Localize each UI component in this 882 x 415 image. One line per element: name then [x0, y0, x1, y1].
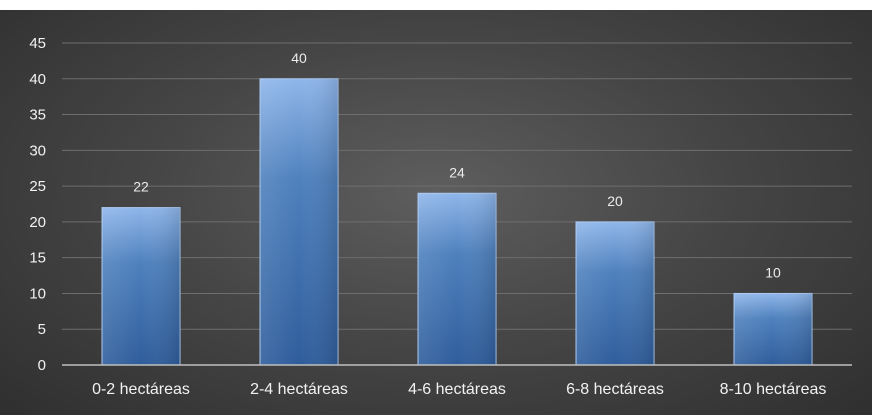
chart-area: 0 5 10 15 20 25 30 35 40 45 22 40 24 20 10 0-2 hectár… — [0, 10, 872, 415]
x-category-label: 0-2 hectáreas — [92, 381, 190, 398]
bar-shading — [418, 193, 496, 365]
y-tick-label: 30 — [29, 142, 46, 159]
gridlines — [62, 42, 852, 330]
x-category-label: 4-6 hectáreas — [408, 381, 506, 398]
y-tick-label: 40 — [29, 71, 46, 88]
data-label: 20 — [607, 193, 623, 209]
y-tick-label: 45 — [29, 35, 46, 52]
bar-shading — [576, 221, 654, 365]
data-label: 40 — [291, 50, 307, 66]
y-tick-label: 20 — [29, 214, 46, 231]
bar-shading — [260, 78, 338, 366]
y-tick-label: 35 — [29, 107, 46, 124]
data-labels: 22 40 24 20 10 — [133, 50, 781, 281]
bar-shading — [102, 207, 180, 365]
x-axis-labels: 0-2 hectáreas 2-4 hectáreas 4-6 hectáreas 6… — [92, 381, 826, 398]
bars — [101, 78, 813, 366]
data-label: 24 — [449, 164, 465, 180]
x-category-label: 6-8 hectáreas — [566, 381, 664, 398]
y-tick-label: 25 — [29, 178, 46, 195]
x-category-label: 2-4 hectáreas — [250, 381, 348, 398]
y-tick-label: 15 — [29, 250, 46, 267]
y-axis-ticks: 0 5 10 15 20 25 30 35 40 45 — [29, 35, 46, 374]
y-tick-label: 5 — [38, 321, 46, 338]
y-tick-label: 0 — [38, 357, 46, 374]
x-category-label: 8-10 hectáreas — [720, 381, 827, 398]
data-label: 10 — [765, 264, 781, 280]
bar-chart: 0 5 10 15 20 25 30 35 40 45 22 40 24 20 10 0-2 hectár… — [29, 35, 852, 398]
bar-shading — [734, 293, 812, 365]
y-tick-label: 10 — [29, 285, 46, 302]
data-label: 22 — [133, 179, 149, 195]
